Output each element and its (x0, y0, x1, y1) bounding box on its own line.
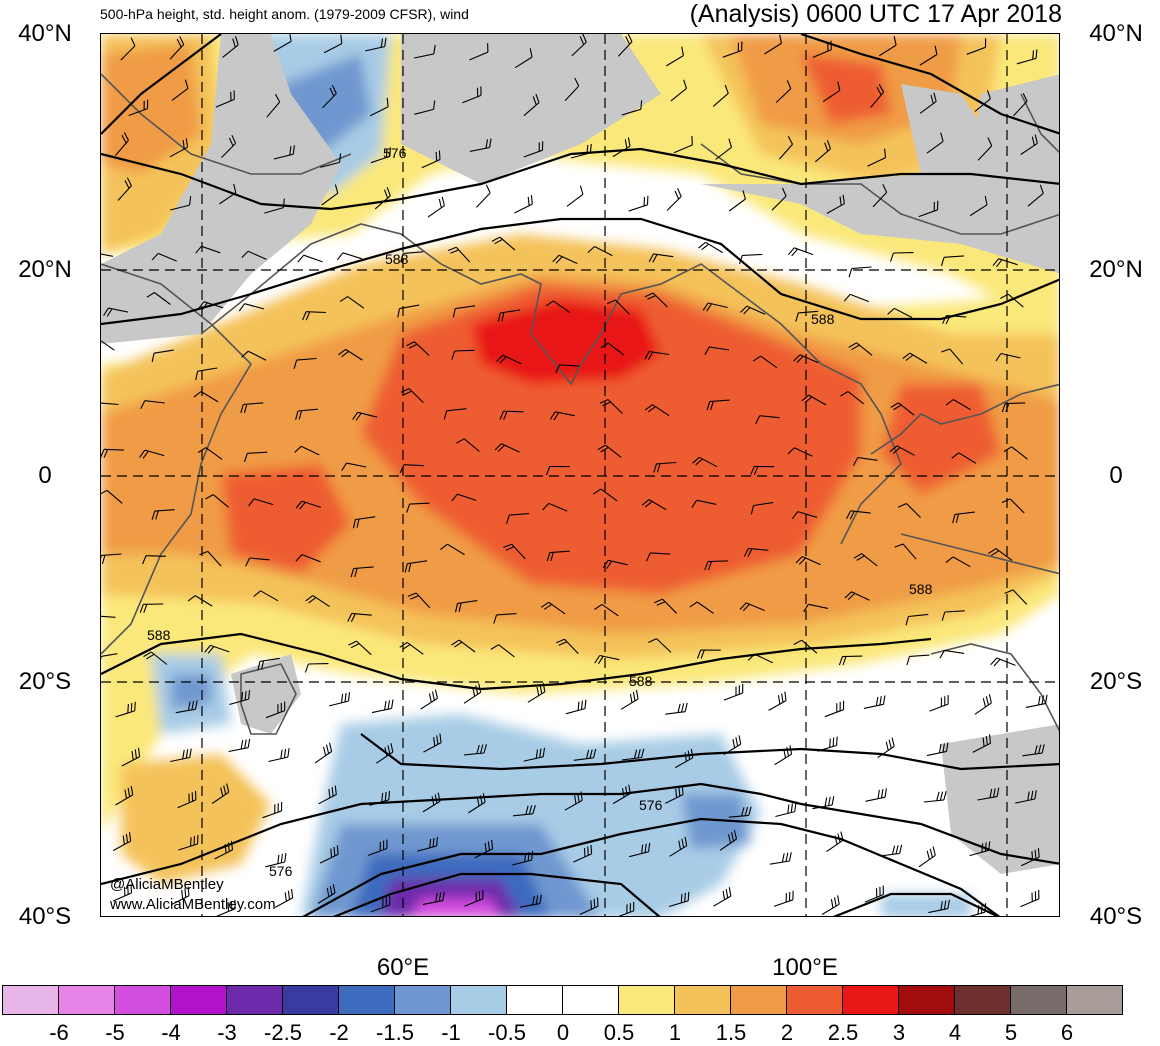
lat-label-20s-right: 20°S (1072, 670, 1160, 694)
colorbar-swatch (954, 985, 1011, 1015)
lat-label-20n-left: 20°N (0, 258, 90, 282)
colorbar-swatch (1066, 985, 1123, 1015)
wind-barb-flag (191, 837, 192, 846)
colorbar-swatch (674, 985, 731, 1015)
wind-barb-flag (594, 899, 595, 908)
wind-barb-flag (830, 739, 831, 748)
wind-barb-flag (128, 704, 129, 713)
wind-barb-flag (591, 845, 592, 854)
colorbar-tick-label: 0.5 (599, 1020, 639, 1046)
colorbar-tick-label: -2 (319, 1020, 359, 1046)
wind-barb-flag (685, 893, 686, 902)
wind-barb (842, 656, 862, 657)
lat-label-40s-right: 40°S (1072, 905, 1160, 929)
colorbar-tick-label: 2.5 (823, 1020, 863, 1046)
colorbar-swatch (1010, 985, 1067, 1015)
wind-barb-flag (598, 897, 599, 906)
wind-barb-flag (439, 151, 440, 160)
wind-barb-flag (837, 737, 838, 746)
wind-barb-flag (833, 738, 834, 747)
wind-barb-flag (198, 835, 199, 844)
wind-barb-flag (131, 703, 132, 712)
credit-twitter: @AliciaMBentley (110, 876, 224, 893)
wind-barb-flag (584, 848, 585, 857)
colorbar-tick-label: -4 (151, 1020, 191, 1046)
colorbar-tick-label: 5 (991, 1020, 1031, 1046)
colorbar-swatch (842, 985, 899, 1015)
colorbar-tick-label: -1.5 (375, 1020, 415, 1046)
colorbar-tick-label: 3 (879, 1020, 919, 1046)
negative-anomaly-magenta (411, 899, 501, 917)
colorbar-swatch (730, 985, 787, 1015)
wind-barb-flag (436, 152, 437, 161)
colorbar-tick-label: 0 (543, 1020, 583, 1046)
map-subtitle: 500-hPa height, std. height anom. (1979-… (100, 6, 469, 22)
wind-barb-flag (982, 904, 983, 913)
anomaly-map: 576 588 588 588 588 588 576 576 (101, 34, 1060, 917)
lat-label-eq-right: 0 (1072, 464, 1160, 488)
lat-label-40n-left: 40°N (0, 22, 90, 46)
colorbar-swatch (2, 985, 59, 1015)
colorbar-swatch (506, 985, 563, 1015)
colorbar-tick-label: -6 (39, 1020, 79, 1046)
colorbar-tick-label: -1 (431, 1020, 471, 1046)
wind-barb (146, 556, 166, 557)
colorbar-tick-label: -2.5 (263, 1020, 303, 1046)
colorbar-swatch (562, 985, 619, 1015)
colorbar-tick-label: 2 (767, 1020, 807, 1046)
colorbar-tick-label: 1.5 (711, 1020, 751, 1046)
contour-label: 588 (909, 581, 933, 597)
lat-label-40n-right: 40°N (1072, 22, 1160, 46)
contour-label: 588 (147, 627, 171, 643)
colorbar-swatch (226, 985, 283, 1015)
colorbar-swatch (450, 985, 507, 1015)
contour-label: 588 (629, 673, 653, 689)
wind-barb (1005, 403, 1025, 404)
map-valid-time: (Analysis) 0600 UTC 17 Apr 2018 (690, 0, 1062, 29)
contour-label: 576 (639, 797, 663, 813)
map-panel: 576 588 588 588 588 588 576 576 (100, 33, 1060, 917)
colorbar-tick-label: 1 (655, 1020, 695, 1046)
lat-label-20s-left: 20°S (0, 670, 90, 694)
colorbar-swatch (394, 985, 451, 1015)
colorbar-swatch (114, 985, 171, 1015)
lon-label-60e: 60°E (343, 954, 463, 982)
wind-barb-flag (588, 846, 589, 855)
colorbar-swatch (898, 985, 955, 1015)
lat-label-40s-left: 40°S (0, 905, 90, 929)
colorbar-tick-label: -3 (207, 1020, 247, 1046)
wind-barb-flag (591, 900, 592, 909)
colorbar-swatch (282, 985, 339, 1015)
wind-barb-flag (194, 836, 195, 845)
lon-label-100e: 100°E (745, 954, 865, 982)
colorbar-swatch (618, 985, 675, 1015)
lat-label-20n-right: 20°N (1072, 258, 1160, 282)
wind-barb (708, 561, 728, 562)
colorbar-swatch (170, 985, 227, 1015)
colorbar-tick-label: 4 (935, 1020, 975, 1046)
colorbar-tick-label: -5 (95, 1020, 135, 1046)
wind-barb-flag (688, 892, 689, 901)
wind-barb-flag (681, 894, 682, 903)
lat-label-eq-left: 0 (0, 464, 90, 488)
credit-website: www.AliciaMBentley.com (110, 896, 276, 913)
colorbar-swatch (786, 985, 843, 1015)
colorbar-swatch (58, 985, 115, 1015)
colorbar-swatch (338, 985, 395, 1015)
contour-label: 588 (811, 311, 835, 327)
colorbar-tick-label: -0.5 (487, 1020, 527, 1046)
colorbar-tick-label: 6 (1047, 1020, 1087, 1046)
colorbar (3, 985, 1123, 1017)
wind-barb-flag (389, 791, 390, 800)
wind-barb (455, 350, 475, 351)
wind-barb-flag (135, 702, 136, 711)
wind-barb-flag (641, 100, 642, 109)
